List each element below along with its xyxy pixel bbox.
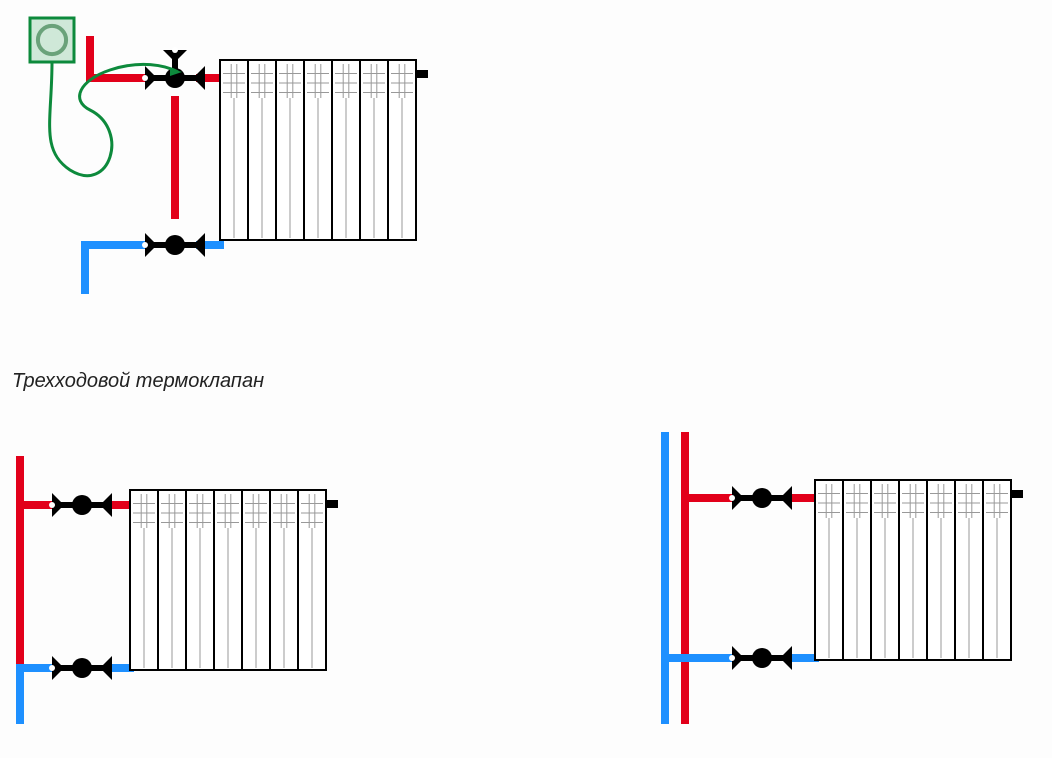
two-way-valve [49, 656, 112, 680]
wall-thermostat [30, 18, 74, 62]
two-way-valve [142, 233, 205, 257]
radiator [220, 60, 428, 240]
diagram-caption: Трехходовой термоклапан [12, 370, 264, 393]
two-way-valve [49, 493, 112, 517]
two-way-valve [729, 486, 792, 510]
two-way-valve [729, 646, 792, 670]
radiator [130, 490, 338, 670]
radiator [815, 480, 1023, 660]
